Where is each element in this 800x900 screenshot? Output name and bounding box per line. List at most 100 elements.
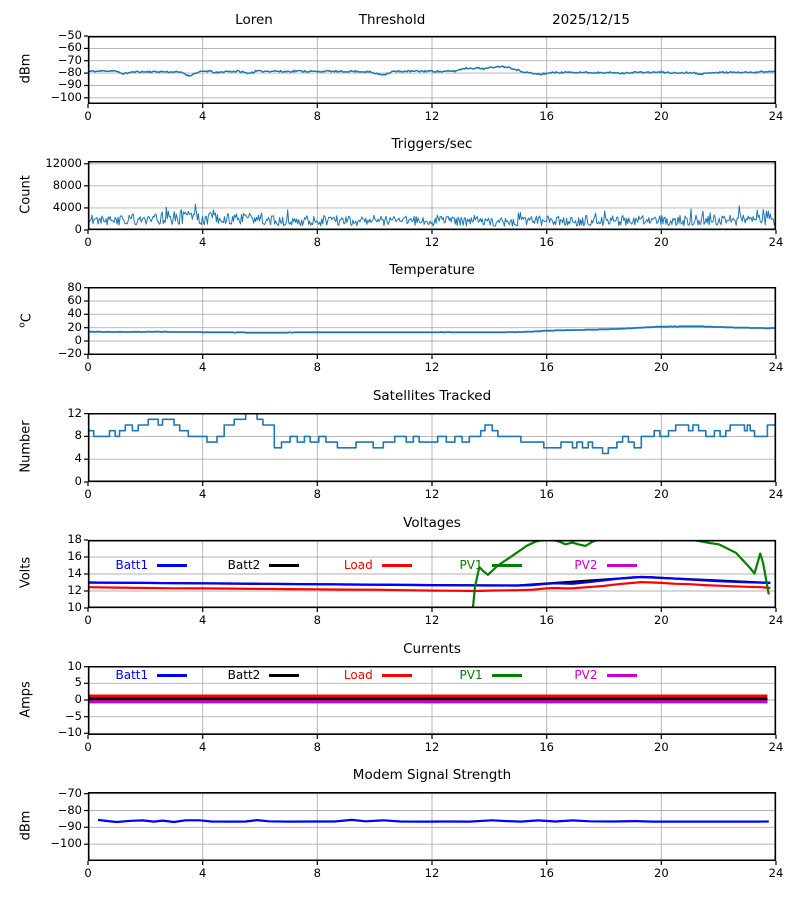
legend-line-swatch bbox=[269, 563, 300, 567]
legend-label: Batt1 bbox=[115, 558, 149, 572]
x-tick-label: 24 bbox=[768, 740, 784, 754]
x-tick-label: 16 bbox=[539, 360, 554, 374]
y-axis-label-volts: Volts bbox=[18, 556, 34, 589]
y-tick-label: 5 bbox=[74, 675, 82, 690]
y-tick-label: 0 bbox=[74, 333, 82, 347]
x-tick-label: 20 bbox=[654, 360, 669, 374]
x-tick-label: 16 bbox=[539, 613, 554, 627]
y-tick-label: 12 bbox=[67, 583, 82, 597]
legend-item-pv1: PV1 bbox=[460, 558, 522, 572]
x-tick-label: 0 bbox=[84, 235, 92, 249]
y-tick-label: 40 bbox=[67, 306, 82, 321]
y-tick-label: 10 bbox=[67, 658, 82, 673]
modem-plot bbox=[84, 792, 777, 865]
y-tick-label: −5 bbox=[65, 708, 82, 723]
rf-level-plot bbox=[84, 35, 777, 108]
legend-item-load: Load bbox=[344, 668, 412, 682]
x-tick-label: 16 bbox=[539, 235, 554, 249]
legend-item-load: Load bbox=[344, 558, 412, 572]
x-tick-label: 8 bbox=[313, 235, 321, 249]
x-tick-label: 4 bbox=[198, 613, 207, 627]
x-tick-label: 12 bbox=[424, 109, 440, 123]
y-tick-label: 12 bbox=[67, 405, 82, 420]
y-axis-label-degc: oC bbox=[17, 313, 35, 328]
x-tick-label: 20 bbox=[654, 613, 669, 627]
y-tick-label: 18 bbox=[67, 532, 82, 546]
x-tick-label: 16 bbox=[539, 866, 554, 880]
x-tick-label: 0 bbox=[84, 487, 92, 501]
y-axis-label-dbm: dBm bbox=[18, 53, 34, 84]
x-tick-label: 16 bbox=[539, 109, 554, 123]
date-title: 2025/12/15 bbox=[552, 12, 630, 28]
plot-canvas bbox=[84, 413, 777, 486]
legend-label: Load bbox=[343, 558, 373, 572]
x-tick-label: 8 bbox=[313, 866, 321, 880]
y-tick-label: 0 bbox=[74, 474, 82, 488]
y-tick-label: 80 bbox=[67, 279, 82, 294]
y-tick-label: −70 bbox=[57, 52, 82, 67]
plot-canvas bbox=[84, 792, 777, 865]
y-tick-label: −100 bbox=[50, 89, 82, 104]
legend-line-swatch bbox=[269, 673, 300, 677]
x-tick-label: 24 bbox=[768, 613, 784, 627]
y-tick-label: −80 bbox=[57, 802, 82, 817]
legend-item-pv2: PV2 bbox=[574, 668, 637, 682]
x-tick-label: 4 bbox=[198, 866, 207, 880]
y-tick-label: −80 bbox=[57, 65, 82, 80]
legend-item-pv2: PV2 bbox=[574, 558, 637, 572]
x-tick-label: 8 bbox=[313, 613, 321, 627]
x-tick-label: 12 bbox=[424, 360, 440, 374]
y-tick-label: 20 bbox=[67, 319, 82, 334]
legend-item-batt1: Batt1 bbox=[116, 668, 188, 682]
plot-canvas bbox=[84, 161, 777, 234]
y-tick-label: 8 bbox=[74, 428, 82, 443]
panel-title: Triggers/sec bbox=[391, 136, 473, 152]
y-tick-label: 10 bbox=[67, 600, 82, 614]
legend-label: PV1 bbox=[459, 558, 483, 572]
y-axis-label-number: Number bbox=[18, 419, 34, 473]
y-tick-label: 8000 bbox=[52, 177, 82, 192]
x-tick-label: 4 bbox=[198, 109, 207, 123]
y-tick-label: −20 bbox=[57, 346, 82, 361]
threshold-title: Threshold bbox=[358, 12, 426, 28]
legend-line-swatch bbox=[381, 673, 412, 677]
legend-label: PV1 bbox=[459, 668, 483, 682]
y-tick-label: 4000 bbox=[52, 199, 82, 214]
x-tick-label: 0 bbox=[84, 613, 92, 627]
x-tick-label: 12 bbox=[424, 235, 440, 249]
y-tick-label: −90 bbox=[57, 819, 82, 834]
legend-line-swatch bbox=[606, 563, 637, 567]
x-tick-label: 20 bbox=[654, 866, 669, 880]
x-tick-label: 4 bbox=[198, 740, 207, 754]
y-tick-label: 12000 bbox=[45, 155, 82, 170]
x-tick-label: 24 bbox=[768, 360, 784, 374]
triggers-plot bbox=[84, 161, 777, 234]
y-axis-label-count: Count bbox=[18, 174, 34, 214]
x-tick-label: 20 bbox=[654, 109, 669, 123]
x-tick-label: 0 bbox=[84, 360, 92, 374]
y-tick-label: 60 bbox=[67, 293, 82, 307]
legend-item-batt1: Batt1 bbox=[116, 558, 188, 572]
x-tick-label: 12 bbox=[424, 740, 440, 754]
y-tick-label: −90 bbox=[57, 77, 82, 92]
legend-line-swatch bbox=[491, 673, 522, 677]
legend-label: Batt1 bbox=[115, 668, 149, 682]
plot-canvas bbox=[84, 666, 777, 739]
x-tick-label: 8 bbox=[313, 109, 321, 123]
panel-title: Modem Signal Strength bbox=[352, 767, 512, 783]
legend-label: PV2 bbox=[574, 668, 598, 682]
plot-canvas bbox=[84, 539, 777, 612]
legend-line-swatch bbox=[491, 563, 522, 567]
y-axis-label-modem-dbm: dBm bbox=[18, 810, 34, 840]
y-tick-label: 4 bbox=[74, 451, 82, 466]
y-tick-label: −100 bbox=[50, 836, 82, 851]
legend-line-swatch bbox=[157, 673, 188, 677]
y-tick-label: 0 bbox=[74, 222, 82, 236]
station-title: Loren bbox=[235, 12, 273, 28]
y-tick-label: −70 bbox=[57, 785, 82, 800]
